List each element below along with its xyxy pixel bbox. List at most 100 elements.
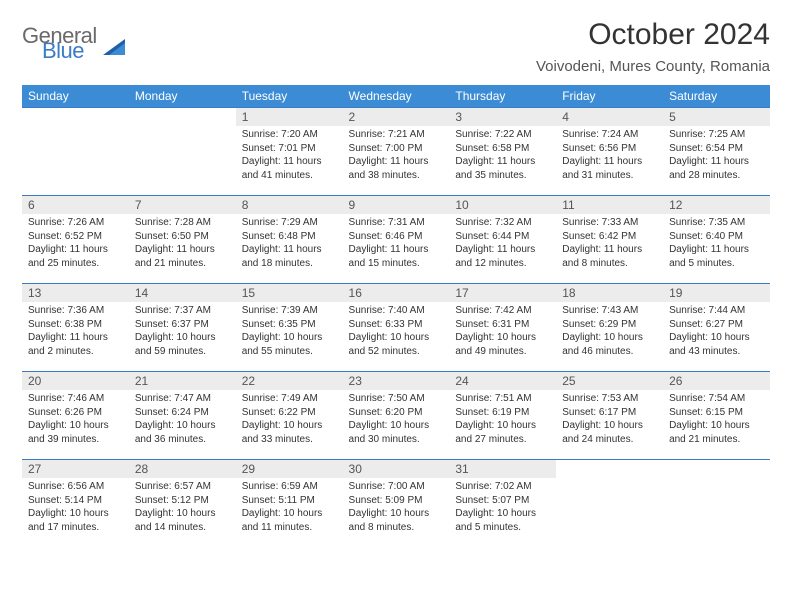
calendar-day-cell: 29Sunrise: 6:59 AMSunset: 5:11 PMDayligh… [236, 460, 343, 548]
calendar-day-cell: 17Sunrise: 7:42 AMSunset: 6:31 PMDayligh… [449, 284, 556, 372]
day-number: 29 [236, 460, 343, 478]
day-number: 26 [663, 372, 770, 390]
calendar-day-cell: 2Sunrise: 7:21 AMSunset: 7:00 PMDaylight… [343, 108, 450, 196]
day-number: 9 [343, 196, 450, 214]
day-number: 10 [449, 196, 556, 214]
day-detail: Sunrise: 7:21 AMSunset: 7:00 PMDaylight:… [343, 126, 450, 186]
calendar-day-cell: 18Sunrise: 7:43 AMSunset: 6:29 PMDayligh… [556, 284, 663, 372]
day-detail: Sunrise: 7:51 AMSunset: 6:19 PMDaylight:… [449, 390, 556, 450]
month-title: October 2024 [536, 18, 770, 52]
day-detail: Sunrise: 7:43 AMSunset: 6:29 PMDaylight:… [556, 302, 663, 362]
day-number: 30 [343, 460, 450, 478]
day-detail: Sunrise: 6:56 AMSunset: 5:14 PMDaylight:… [22, 478, 129, 538]
day-detail: Sunrise: 7:40 AMSunset: 6:33 PMDaylight:… [343, 302, 450, 362]
weekday-header: Friday [556, 85, 663, 108]
calendar-day-cell: 1Sunrise: 7:20 AMSunset: 7:01 PMDaylight… [236, 108, 343, 196]
day-detail: Sunrise: 7:00 AMSunset: 5:09 PMDaylight:… [343, 478, 450, 538]
day-detail: Sunrise: 7:49 AMSunset: 6:22 PMDaylight:… [236, 390, 343, 450]
day-detail: Sunrise: 7:54 AMSunset: 6:15 PMDaylight:… [663, 390, 770, 450]
day-detail: Sunrise: 7:31 AMSunset: 6:46 PMDaylight:… [343, 214, 450, 274]
calendar-day-cell: 13Sunrise: 7:36 AMSunset: 6:38 PMDayligh… [22, 284, 129, 372]
day-number: 14 [129, 284, 236, 302]
calendar-day-cell: 11Sunrise: 7:33 AMSunset: 6:42 PMDayligh… [556, 196, 663, 284]
calendar-day-cell: 12Sunrise: 7:35 AMSunset: 6:40 PMDayligh… [663, 196, 770, 284]
day-number: 5 [663, 108, 770, 126]
weekday-header: Monday [129, 85, 236, 108]
calendar-page: General Blue October 2024 Voivodeni, Mur… [0, 0, 792, 566]
day-detail: Sunrise: 7:35 AMSunset: 6:40 PMDaylight:… [663, 214, 770, 274]
day-number: 20 [22, 372, 129, 390]
day-number: 16 [343, 284, 450, 302]
calendar-day-cell [22, 108, 129, 196]
calendar-day-cell: 5Sunrise: 7:25 AMSunset: 6:54 PMDaylight… [663, 108, 770, 196]
day-detail: Sunrise: 7:32 AMSunset: 6:44 PMDaylight:… [449, 214, 556, 274]
day-detail: Sunrise: 7:36 AMSunset: 6:38 PMDaylight:… [22, 302, 129, 362]
day-number: 1 [236, 108, 343, 126]
calendar-day-cell: 28Sunrise: 6:57 AMSunset: 5:12 PMDayligh… [129, 460, 236, 548]
calendar-day-cell: 31Sunrise: 7:02 AMSunset: 5:07 PMDayligh… [449, 460, 556, 548]
calendar-day-cell: 19Sunrise: 7:44 AMSunset: 6:27 PMDayligh… [663, 284, 770, 372]
day-number: 6 [22, 196, 129, 214]
calendar-day-cell: 24Sunrise: 7:51 AMSunset: 6:19 PMDayligh… [449, 372, 556, 460]
day-number: 2 [343, 108, 450, 126]
day-number: 27 [22, 460, 129, 478]
calendar-header-row: SundayMondayTuesdayWednesdayThursdayFrid… [22, 85, 770, 108]
day-number: 25 [556, 372, 663, 390]
day-detail: Sunrise: 7:53 AMSunset: 6:17 PMDaylight:… [556, 390, 663, 450]
calendar-week-row: 6Sunrise: 7:26 AMSunset: 6:52 PMDaylight… [22, 196, 770, 284]
day-detail: Sunrise: 7:37 AMSunset: 6:37 PMDaylight:… [129, 302, 236, 362]
day-number: 13 [22, 284, 129, 302]
calendar-day-cell: 27Sunrise: 6:56 AMSunset: 5:14 PMDayligh… [22, 460, 129, 548]
calendar-day-cell [663, 460, 770, 548]
day-detail: Sunrise: 7:47 AMSunset: 6:24 PMDaylight:… [129, 390, 236, 450]
calendar-day-cell: 3Sunrise: 7:22 AMSunset: 6:58 PMDaylight… [449, 108, 556, 196]
calendar-day-cell: 16Sunrise: 7:40 AMSunset: 6:33 PMDayligh… [343, 284, 450, 372]
day-number: 23 [343, 372, 450, 390]
calendar-day-cell: 22Sunrise: 7:49 AMSunset: 6:22 PMDayligh… [236, 372, 343, 460]
logo-word2: Blue [42, 41, 97, 62]
calendar-day-cell: 21Sunrise: 7:47 AMSunset: 6:24 PMDayligh… [129, 372, 236, 460]
day-detail: Sunrise: 7:33 AMSunset: 6:42 PMDaylight:… [556, 214, 663, 274]
calendar-day-cell: 25Sunrise: 7:53 AMSunset: 6:17 PMDayligh… [556, 372, 663, 460]
day-number: 3 [449, 108, 556, 126]
day-number: 15 [236, 284, 343, 302]
calendar-day-cell: 8Sunrise: 7:29 AMSunset: 6:48 PMDaylight… [236, 196, 343, 284]
day-detail: Sunrise: 6:57 AMSunset: 5:12 PMDaylight:… [129, 478, 236, 538]
calendar-day-cell: 30Sunrise: 7:00 AMSunset: 5:09 PMDayligh… [343, 460, 450, 548]
calendar-week-row: 13Sunrise: 7:36 AMSunset: 6:38 PMDayligh… [22, 284, 770, 372]
calendar-day-cell [556, 460, 663, 548]
day-detail: Sunrise: 7:46 AMSunset: 6:26 PMDaylight:… [22, 390, 129, 450]
location: Voivodeni, Mures County, Romania [536, 58, 770, 75]
title-block: October 2024 Voivodeni, Mures County, Ro… [536, 18, 770, 75]
weekday-header: Saturday [663, 85, 770, 108]
calendar-week-row: 27Sunrise: 6:56 AMSunset: 5:14 PMDayligh… [22, 460, 770, 548]
day-number: 24 [449, 372, 556, 390]
calendar-day-cell: 23Sunrise: 7:50 AMSunset: 6:20 PMDayligh… [343, 372, 450, 460]
calendar-day-cell: 14Sunrise: 7:37 AMSunset: 6:37 PMDayligh… [129, 284, 236, 372]
day-number: 28 [129, 460, 236, 478]
weekday-header: Sunday [22, 85, 129, 108]
day-detail: Sunrise: 7:39 AMSunset: 6:35 PMDaylight:… [236, 302, 343, 362]
day-detail: Sunrise: 7:26 AMSunset: 6:52 PMDaylight:… [22, 214, 129, 274]
calendar-table: SundayMondayTuesdayWednesdayThursdayFrid… [22, 85, 770, 548]
logo: General Blue [22, 26, 129, 62]
calendar-day-cell: 10Sunrise: 7:32 AMSunset: 6:44 PMDayligh… [449, 196, 556, 284]
weekday-header: Wednesday [343, 85, 450, 108]
day-number: 21 [129, 372, 236, 390]
day-detail: Sunrise: 7:22 AMSunset: 6:58 PMDaylight:… [449, 126, 556, 186]
calendar-day-cell: 6Sunrise: 7:26 AMSunset: 6:52 PMDaylight… [22, 196, 129, 284]
calendar-day-cell: 15Sunrise: 7:39 AMSunset: 6:35 PMDayligh… [236, 284, 343, 372]
weekday-header: Thursday [449, 85, 556, 108]
day-detail: Sunrise: 7:44 AMSunset: 6:27 PMDaylight:… [663, 302, 770, 362]
calendar-day-cell: 26Sunrise: 7:54 AMSunset: 6:15 PMDayligh… [663, 372, 770, 460]
day-detail: Sunrise: 7:25 AMSunset: 6:54 PMDaylight:… [663, 126, 770, 186]
day-number: 19 [663, 284, 770, 302]
day-detail: Sunrise: 7:02 AMSunset: 5:07 PMDaylight:… [449, 478, 556, 538]
day-detail: Sunrise: 7:28 AMSunset: 6:50 PMDaylight:… [129, 214, 236, 274]
day-number: 18 [556, 284, 663, 302]
logo-text: General Blue [22, 26, 97, 62]
day-number: 11 [556, 196, 663, 214]
day-number: 12 [663, 196, 770, 214]
calendar-week-row: 1Sunrise: 7:20 AMSunset: 7:01 PMDaylight… [22, 108, 770, 196]
calendar-day-cell: 20Sunrise: 7:46 AMSunset: 6:26 PMDayligh… [22, 372, 129, 460]
